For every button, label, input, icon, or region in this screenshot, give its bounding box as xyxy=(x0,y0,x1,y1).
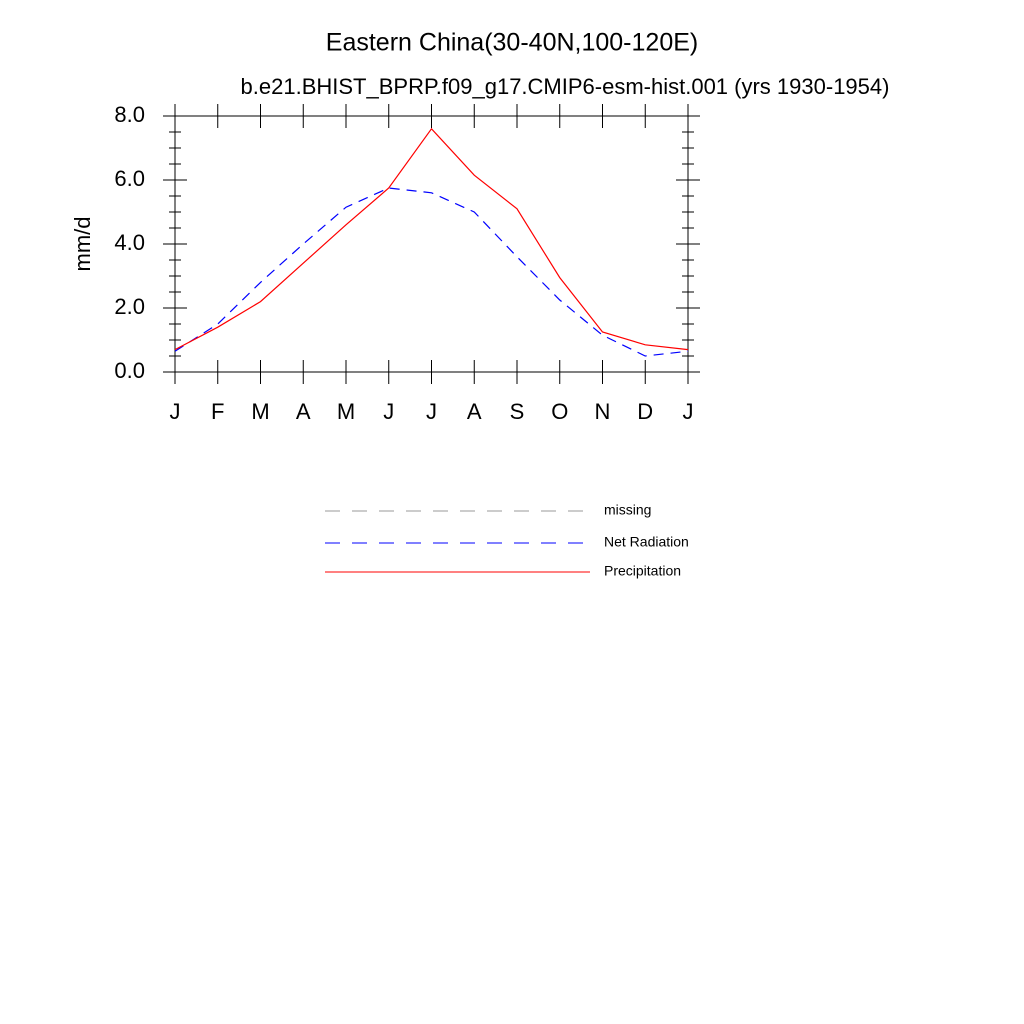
chart-subtitle: b.e21.BHIST_BPRP.f09_g17.CMIP6-esm-hist.… xyxy=(241,74,890,99)
legend-label: Net Radiation xyxy=(604,534,689,550)
y-tick-label: 2.0 xyxy=(114,294,145,319)
x-tick-label: A xyxy=(296,399,311,424)
x-tick-label: J xyxy=(170,399,181,424)
legend-label: missing xyxy=(604,502,651,518)
chart-title: Eastern China(30-40N,100-120E) xyxy=(326,29,698,57)
x-tick-label: D xyxy=(637,399,653,424)
x-tick-label: M xyxy=(337,399,355,424)
x-tick-label: A xyxy=(467,399,482,424)
x-tick-label: M xyxy=(251,399,269,424)
x-tick-label: S xyxy=(510,399,525,424)
x-tick-label: F xyxy=(211,399,224,424)
x-tick-label: N xyxy=(595,399,611,424)
x-tick-label: J xyxy=(683,399,694,424)
y-axis-label: mm/d xyxy=(70,217,95,272)
x-tick-label: O xyxy=(551,399,568,424)
series-line xyxy=(174,127,689,351)
legend-label: Precipitation xyxy=(604,563,681,579)
plot-frame xyxy=(174,115,689,373)
y-tick-label: 6.0 xyxy=(114,166,145,191)
y-tick-label: 4.0 xyxy=(114,230,145,255)
x-tick-label: J xyxy=(426,399,437,424)
x-tick-label: J xyxy=(383,399,394,424)
y-tick-label: 8.0 xyxy=(114,102,145,127)
series-line xyxy=(174,187,689,357)
y-tick-label: 0.0 xyxy=(114,358,145,383)
